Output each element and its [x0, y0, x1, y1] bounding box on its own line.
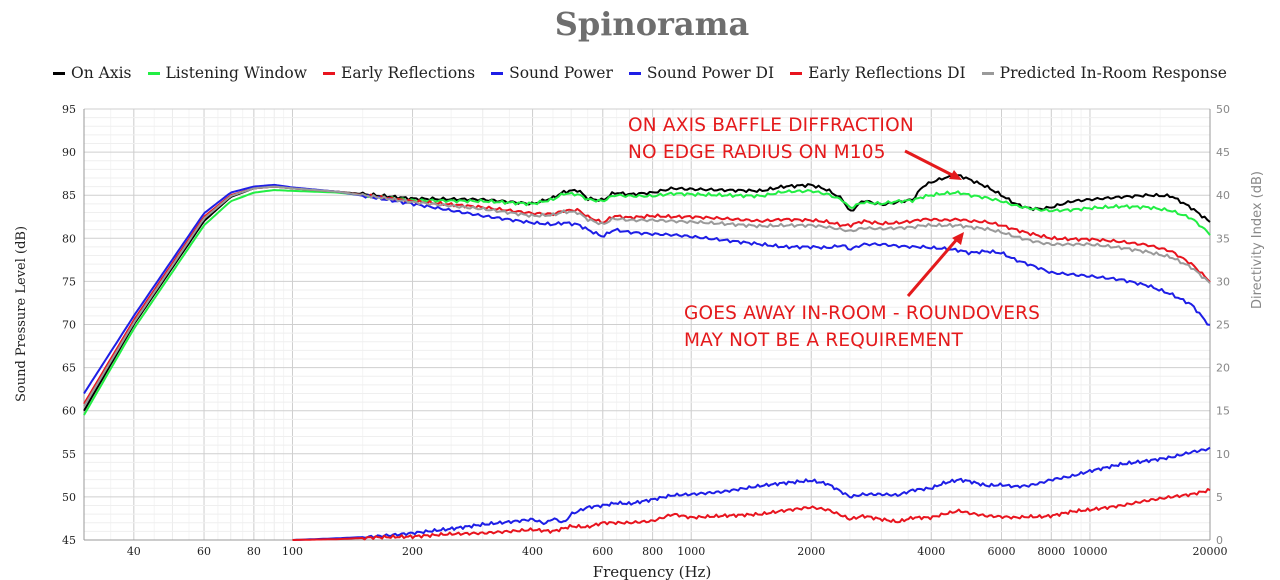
grid	[83, 108, 1211, 541]
chart-title: Spinorama	[555, 5, 749, 43]
legend-label: Sound Power	[509, 64, 613, 82]
legend-swatch	[628, 71, 641, 75]
series-line-listening-window	[83, 189, 1211, 416]
legend-item[interactable]: On Axis	[53, 64, 132, 82]
y2-tick-label: 15	[1216, 405, 1230, 418]
legend: On Axis Listening Window Early Reflections…	[0, 64, 1280, 82]
legend-item[interactable]: Sound Power DI	[628, 64, 775, 82]
series-lines	[83, 174, 1211, 541]
x-tick-label: 40	[127, 545, 141, 558]
arrowhead-baffle-diffraction	[949, 170, 962, 180]
x-tick-label: 600	[592, 545, 613, 558]
legend-item[interactable]: Listening Window	[147, 64, 308, 82]
x-tick-label: 8000	[1037, 545, 1065, 558]
x-axis-label: Frequency (Hz)	[593, 563, 712, 580]
legend-item[interactable]: Early Reflections	[323, 64, 475, 82]
x-tick-label: 1000	[677, 545, 705, 558]
y2-tick-label: 5	[1216, 491, 1223, 504]
legend-label: Sound Power DI	[646, 64, 775, 82]
legend-item[interactable]: Predicted In-Room Response	[981, 64, 1227, 82]
y-tick-label: 60	[62, 405, 76, 418]
y2-tick-label: 20	[1216, 362, 1230, 375]
x-tick-label: 4000	[917, 545, 945, 558]
x-tick-label: 100	[282, 545, 303, 558]
series-line-early-reflections-di	[292, 488, 1211, 541]
series-line-sound-power	[83, 183, 1211, 395]
series-line-sound-power-di	[292, 446, 1211, 541]
x-tick-label: 10000	[1072, 545, 1107, 558]
y-tick-label: 75	[62, 275, 76, 288]
y2-tick-label: 25	[1216, 319, 1230, 332]
legend-item[interactable]: Sound Power	[491, 64, 613, 82]
y-tick-label: 80	[62, 232, 76, 245]
x-tick-label: 60	[197, 545, 211, 558]
x-tick-label: 400	[522, 545, 543, 558]
arrowhead-in-room	[952, 232, 964, 245]
legend-swatch	[323, 71, 335, 75]
legend-item[interactable]: Early Reflections DI	[790, 64, 966, 82]
legend-swatch	[790, 71, 803, 75]
x-tick-label: 200	[402, 545, 423, 558]
y2-tick-label: 40	[1216, 189, 1230, 202]
y2-tick-label: 30	[1216, 275, 1230, 288]
legend-swatch	[491, 71, 504, 75]
x-tick-label: 20000	[1193, 545, 1228, 558]
x-tick-label: 2000	[797, 545, 825, 558]
x-tick-label: 6000	[988, 545, 1016, 558]
legend-label: Listening Window	[165, 64, 308, 82]
y-tick-label: 65	[62, 362, 76, 375]
y-tick-label: 95	[62, 103, 76, 116]
annotation-arrows	[904, 149, 964, 297]
series-line-predicted-in-room-response	[83, 185, 1211, 407]
annotation-baffle-diffraction: ON AXIS BAFFLE DIFFRACTION NO EDGE RADIU…	[628, 115, 914, 163]
y-axis-label: Sound Pressure Level (dB)	[14, 226, 29, 402]
axes: 40 60 80 100 200 400 600 800 1000 2000 4000 6000 800…	[62, 103, 1230, 558]
x-tick-label: 800	[642, 545, 663, 558]
y-tick-label: 90	[62, 146, 76, 159]
y-tick-label: 55	[62, 448, 76, 461]
y2-tick-label: 35	[1216, 232, 1230, 245]
series-line-early-reflections	[83, 185, 1211, 405]
legend-swatch	[147, 71, 160, 75]
y2-tick-label: 45	[1216, 146, 1230, 159]
y2-tick-label: 0	[1216, 534, 1223, 547]
x-tick-label: 80	[247, 545, 261, 558]
legend-swatch	[981, 71, 994, 75]
arrow-in-room	[906, 237, 960, 297]
legend-label: Early Reflections	[341, 64, 476, 82]
legend-label: Early Reflections DI	[808, 64, 966, 82]
legend-label: On Axis	[71, 64, 132, 82]
y-tick-label: 50	[62, 491, 76, 504]
y-tick-label: 70	[62, 319, 76, 332]
y-tick-label: 45	[62, 534, 76, 547]
y-tick-label: 85	[62, 189, 76, 202]
y2-tick-label: 50	[1216, 103, 1230, 116]
annotation-in-room: GOES AWAY IN-ROOM - ROUNDOVERS MAY NOT B…	[684, 303, 1041, 351]
legend-label: Predicted In-Room Response	[999, 64, 1227, 82]
legend-swatch	[53, 71, 66, 75]
arrow-baffle-diffraction	[904, 149, 957, 179]
y2-axis-label: Directivity Index (dB)	[1250, 171, 1265, 309]
y2-tick-label: 10	[1216, 448, 1230, 461]
